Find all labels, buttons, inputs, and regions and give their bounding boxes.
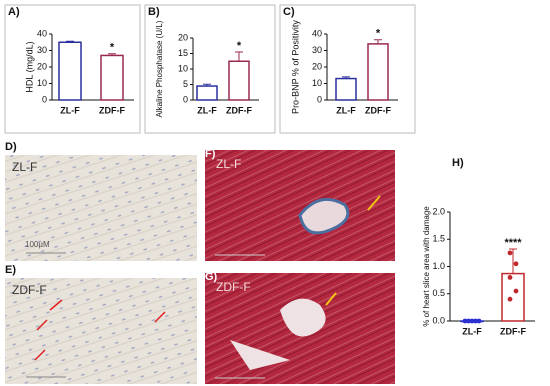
y-tick-label: 0 [183, 94, 188, 104]
bar [196, 85, 218, 101]
y-tick-label: 1.0 [432, 261, 445, 271]
y-tick-label: 1.5 [432, 234, 445, 244]
significance: **** [504, 237, 522, 249]
panel-label: B) [148, 6, 160, 18]
panel-label: D) [5, 141, 17, 153]
data-point [507, 275, 513, 280]
y-tick-label: 20 [312, 61, 322, 71]
x-tick-label: ZL-F [462, 326, 482, 336]
data-point [513, 288, 519, 294]
bar [501, 272, 525, 322]
image-caption: ZL-F [216, 157, 241, 171]
x-tick-label: ZDF-F [99, 105, 125, 115]
y-axis-title: Alkaline Phosphatase (U/L) [155, 20, 164, 117]
error-bar [509, 248, 517, 274]
y-axis-title: % of heart slice area with damage [422, 206, 431, 327]
data-point [469, 318, 475, 324]
image-caption: ZDF-F [216, 280, 251, 294]
y-tick-label: 30 [37, 45, 47, 55]
data-point [507, 250, 513, 256]
error-bar [374, 39, 382, 44]
vessel [298, 197, 350, 235]
y-tick-label: 10 [37, 78, 47, 88]
panel-frame [279, 4, 416, 134]
image-caption: ZL-F [12, 160, 37, 174]
panel-label: C) [283, 6, 295, 18]
y-axis-title: Pro-BNP % of Positivity [290, 20, 300, 114]
error-bar [66, 40, 74, 43]
bar [58, 41, 82, 101]
significance: * [376, 28, 381, 40]
panel-label: A) [8, 6, 20, 18]
data-point [507, 296, 513, 302]
arrow [325, 292, 337, 306]
y-tick-label: 0.0 [432, 315, 445, 325]
y-tick-label: 20 [37, 61, 47, 71]
micrograph [5, 155, 197, 261]
panel-label: F) [205, 148, 216, 160]
data-point [466, 318, 471, 324]
data-point [473, 318, 478, 324]
panel-label: H) [452, 157, 464, 169]
x-tick-label: ZDF-F [365, 105, 391, 115]
y-tick-label: 30 [312, 45, 322, 55]
bar [100, 54, 124, 101]
image-caption: ZDF-F [12, 283, 47, 297]
y-axis-title: HDL (mg/dL) [24, 41, 34, 92]
arrows [34, 299, 166, 361]
x-tick-label: ZDF-F [226, 105, 252, 115]
y-tick-label: 10 [312, 78, 322, 88]
y-tick-label: 10 [178, 63, 188, 73]
significance: * [237, 40, 242, 52]
x-tick-label: ZDF-F [500, 326, 526, 336]
significance: * [110, 42, 115, 54]
panel-label: E) [5, 264, 16, 276]
damage-area [230, 298, 326, 370]
error-bar [342, 76, 350, 79]
x-tick-label: ZL-F [197, 105, 217, 115]
panel-frame [144, 4, 276, 134]
y-tick-label: 0 [42, 94, 47, 104]
panel-frame [4, 4, 141, 134]
bar [335, 77, 357, 101]
arrow [367, 195, 381, 211]
y-tick-label: 2.0 [432, 206, 445, 216]
x-tick-label: ZL-F [60, 105, 80, 115]
y-tick-label: 40 [312, 28, 322, 38]
y-tick-label: 15 [178, 48, 188, 58]
y-tick-label: 40 [37, 28, 47, 38]
micrograph [5, 278, 197, 384]
panel-label: G) [205, 271, 218, 283]
data-point [476, 318, 482, 324]
bar [367, 43, 389, 101]
y-tick-label: 20 [178, 32, 188, 42]
error-bar [203, 83, 211, 87]
y-tick-label: 5 [183, 79, 188, 89]
x-tick-label: ZL-F [336, 105, 356, 115]
data-point [462, 318, 468, 324]
bar [228, 60, 250, 101]
data-point [513, 261, 519, 267]
micrograph [205, 150, 395, 261]
y-tick-label: 0 [317, 94, 322, 104]
scale-label: 100µM [25, 240, 50, 249]
y-tick-label: 0.5 [432, 288, 445, 298]
error-bar [108, 53, 116, 56]
error-bar [235, 51, 243, 62]
